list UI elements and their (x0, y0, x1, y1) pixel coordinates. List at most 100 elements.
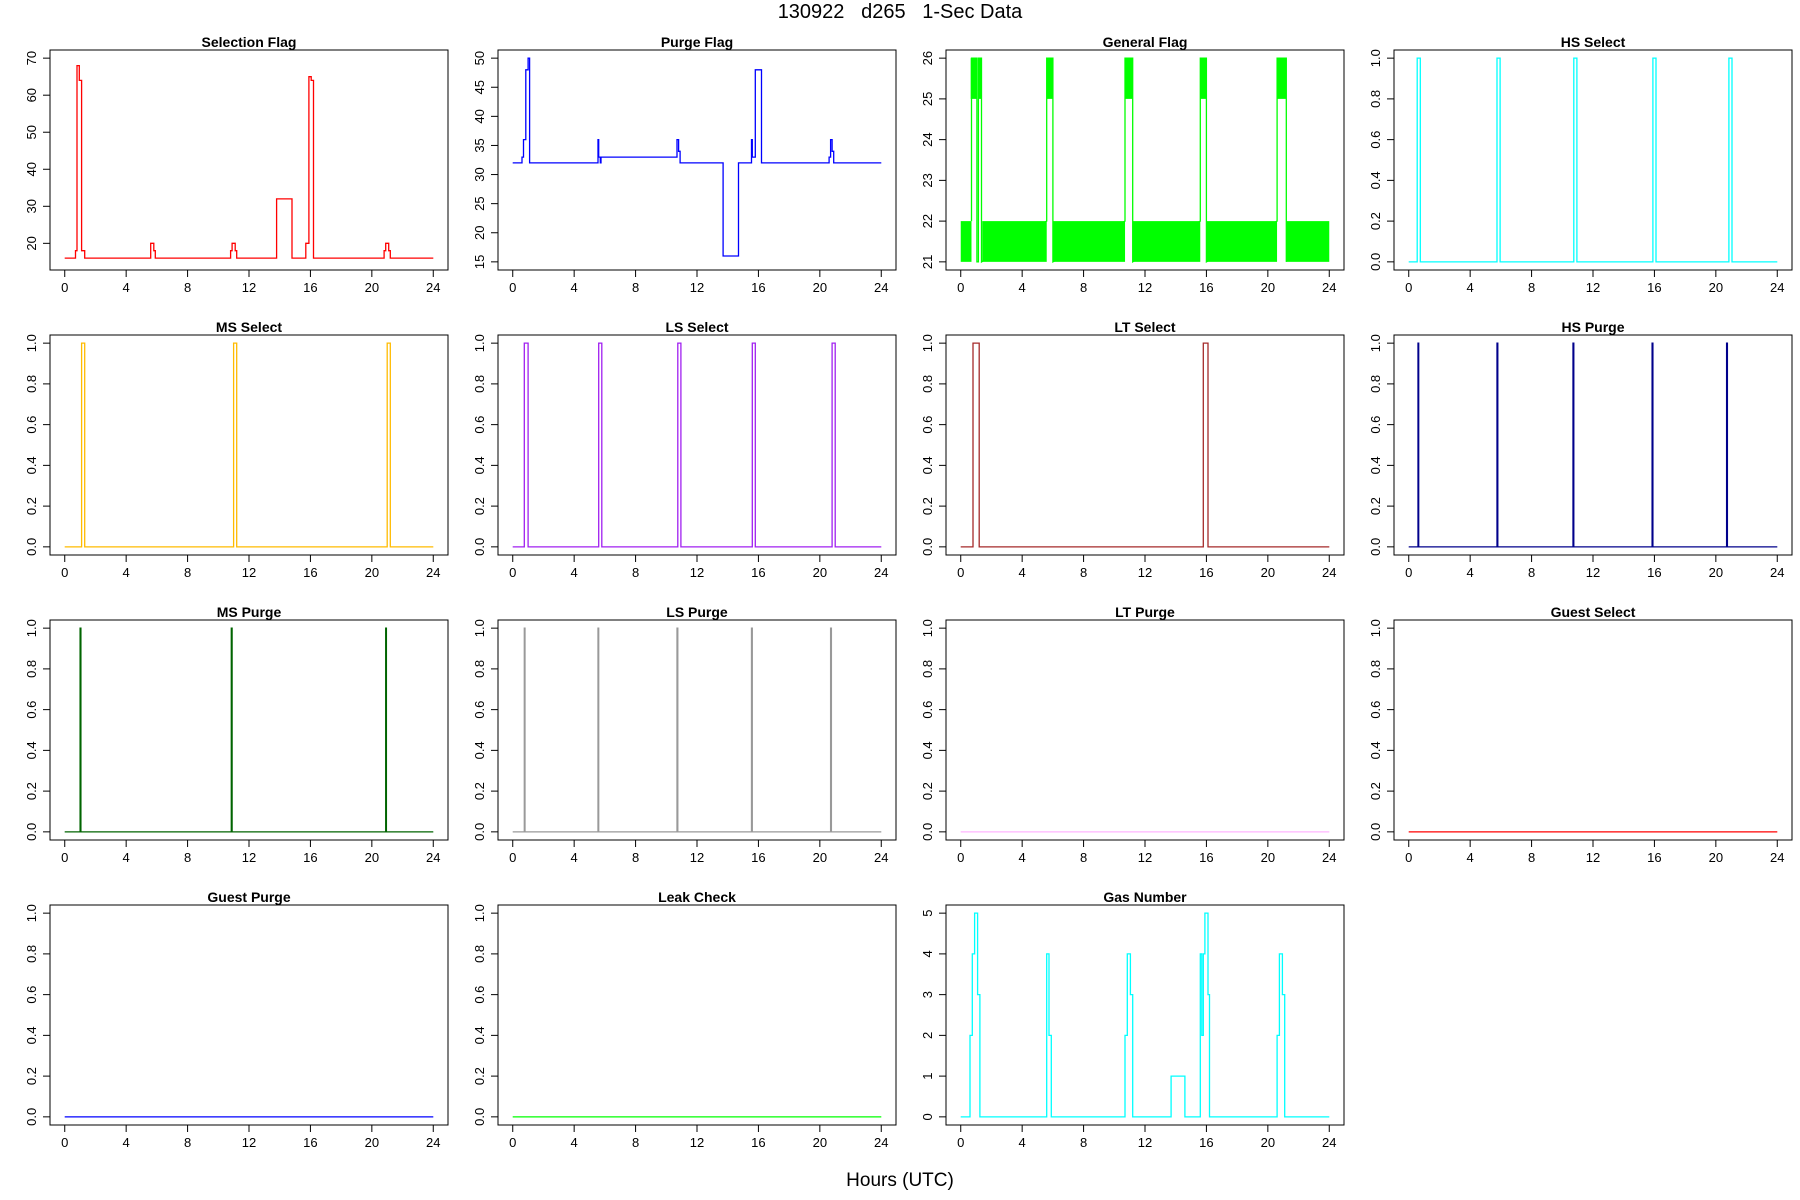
y-tick-label: 2 (920, 1032, 935, 1039)
y-tick-label: 0.4 (24, 741, 39, 759)
y-tick-label: 50 (24, 125, 39, 139)
y-tick-label: 1.0 (472, 334, 487, 352)
y-tick-label: 1.0 (24, 904, 39, 922)
series-band (978, 58, 982, 99)
x-tick-label: 24 (1322, 850, 1336, 865)
x-tick-label: 16 (1199, 1135, 1213, 1150)
y-tick-label: 0.0 (472, 823, 487, 841)
plot-frame (49, 49, 449, 271)
x-tick-label: 4 (1019, 280, 1026, 295)
x-tick-label: 0 (957, 280, 964, 295)
plot-frame (945, 619, 1345, 841)
y-tick-label: 21 (920, 255, 935, 269)
y-tick-label: 0.2 (24, 1067, 39, 1085)
chart-title: HS Purge (1561, 319, 1624, 335)
x-tick-label: 0 (61, 1135, 68, 1150)
y-tick-label: 0.0 (472, 538, 487, 556)
y-tick-label: 0.6 (472, 701, 487, 719)
y-tick-label: 0.8 (472, 945, 487, 963)
x-tick-label: 4 (123, 565, 130, 580)
chart-title: HS Select (1561, 34, 1626, 50)
chart-panel-10: LT Purge 0 4 8 12 16 20 24 0.0 0.2 0.4 0.6 0.8 1.0 (920, 604, 1345, 865)
plot-frame (497, 49, 897, 271)
x-tick-label: 20 (1709, 280, 1723, 295)
y-tick-label: 0.2 (472, 782, 487, 800)
y-tick-label: 26 (920, 51, 935, 65)
x-tick-label: 8 (632, 1135, 639, 1150)
y-tick-label: 15 (472, 255, 487, 269)
x-tick-label: 20 (813, 1135, 827, 1150)
x-tick-label: 0 (1405, 850, 1412, 865)
series-line (960, 342, 1330, 548)
x-tick-label: 20 (1261, 850, 1275, 865)
series-band (960, 221, 972, 262)
chart-panel-1: Purge Flag 0 4 8 12 16 20 24 15 20 25 30 35 40 45 50 (472, 34, 897, 295)
x-tick-label: 20 (365, 1135, 379, 1150)
x-tick-label: 12 (690, 1135, 704, 1150)
x-tick-label: 20 (813, 850, 827, 865)
y-tick-label: 1.0 (920, 619, 935, 637)
y-tick-label: 0.4 (24, 1026, 39, 1044)
plot-frame (1393, 619, 1793, 841)
x-tick-label: 20 (1709, 850, 1723, 865)
x-tick-label: 8 (632, 280, 639, 295)
y-tick-label: 0.8 (472, 375, 487, 393)
x-tick-label: 8 (1080, 280, 1087, 295)
y-tick-label: 0.8 (1368, 660, 1383, 678)
chart-panel-5: LS Select 0 4 8 12 16 20 24 0.0 0.2 0.4 0.6 0.8 1.0 (472, 319, 897, 580)
chart-title: LS Select (665, 319, 728, 335)
x-tick-label: 4 (571, 850, 578, 865)
x-tick-label: 16 (1647, 565, 1661, 580)
y-tick-label: 0.6 (1368, 131, 1383, 149)
y-tick-label: 0.0 (1368, 538, 1383, 556)
y-tick-label: 0.6 (24, 701, 39, 719)
y-tick-label: 1.0 (472, 904, 487, 922)
y-tick-label: 0.2 (472, 497, 487, 515)
y-tick-label: 0.0 (24, 823, 39, 841)
series-band (1125, 58, 1133, 99)
x-tick-label: 12 (690, 565, 704, 580)
chart-title: General Flag (1103, 34, 1188, 50)
x-tick-label: 0 (957, 850, 964, 865)
chart-title: MS Purge (217, 604, 282, 620)
x-tick-label: 12 (1138, 1135, 1152, 1150)
chart-panel-7: HS Purge 0 4 8 12 16 20 24 0.0 0.2 0.4 0.6 0.8 1.0 (1368, 319, 1793, 580)
x-tick-label: 16 (751, 565, 765, 580)
x-tick-label: 12 (1586, 280, 1600, 295)
y-tick-label: 0 (920, 1113, 935, 1120)
x-tick-label: 12 (690, 280, 704, 295)
y-tick-label: 35 (472, 138, 487, 152)
x-tick-label: 12 (242, 850, 256, 865)
plot-frame (497, 619, 897, 841)
series-line (1408, 57, 1778, 263)
series-line (970, 57, 1287, 264)
x-tick-label: 20 (1261, 1135, 1275, 1150)
chart-title: Gas Number (1103, 889, 1187, 905)
x-tick-label: 8 (184, 565, 191, 580)
x-tick-label: 8 (184, 1135, 191, 1150)
y-tick-label: 0.8 (920, 660, 935, 678)
x-tick-label: 20 (365, 850, 379, 865)
y-tick-label: 0.2 (24, 782, 39, 800)
y-tick-label: 23 (920, 173, 935, 187)
y-tick-label: 0.6 (920, 416, 935, 434)
y-tick-label: 0.6 (24, 986, 39, 1004)
x-tick-label: 12 (242, 1135, 256, 1150)
y-tick-label: 0.6 (1368, 701, 1383, 719)
x-tick-label: 4 (1467, 565, 1474, 580)
x-tick-label: 24 (1770, 565, 1784, 580)
x-tick-label: 20 (1261, 280, 1275, 295)
x-tick-label: 4 (1019, 565, 1026, 580)
y-tick-label: 0.4 (1368, 456, 1383, 474)
y-tick-label: 0.8 (24, 945, 39, 963)
y-tick-label: 50 (472, 51, 487, 65)
x-tick-label: 4 (1467, 280, 1474, 295)
y-tick-label: 0.6 (24, 416, 39, 434)
x-tick-label: 12 (690, 850, 704, 865)
x-tick-label: 4 (1019, 850, 1026, 865)
x-tick-label: 24 (426, 565, 440, 580)
x-tick-label: 8 (184, 850, 191, 865)
x-tick-label: 16 (751, 850, 765, 865)
y-tick-label: 0.8 (1368, 90, 1383, 108)
plot-frame (1393, 334, 1793, 556)
